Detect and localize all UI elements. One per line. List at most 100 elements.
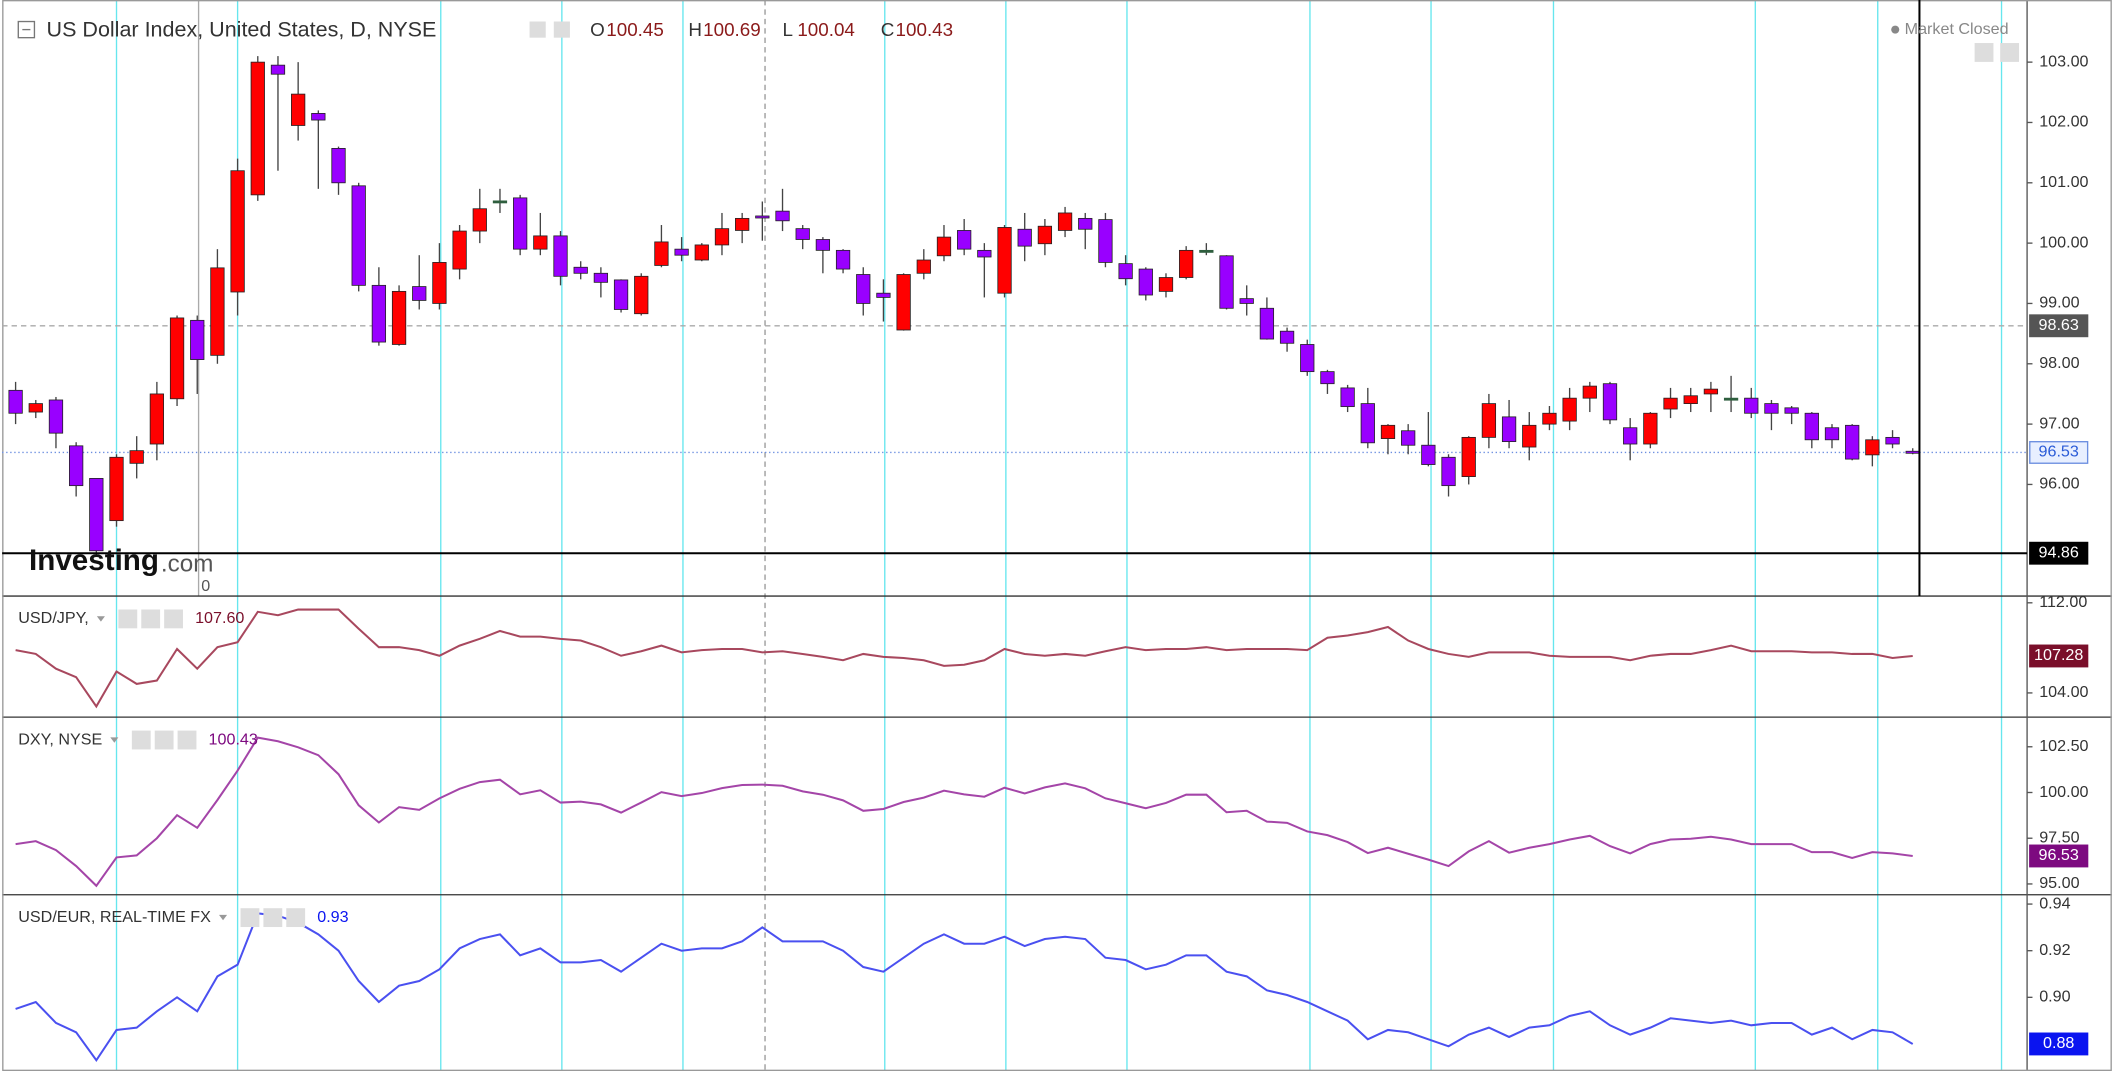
last-value-tag-bg [2029,644,2089,668]
line-series [15,608,1913,709]
legend-value: 0.93 [317,908,348,926]
candle-body [452,230,467,270]
last-price-tag: 96.53 [2039,443,2079,461]
last-value-tag: 107.28 [2034,646,2083,664]
y-tick-label: 100.00 [2039,783,2088,801]
nav-icon [1974,43,1994,62]
legend-dropdown [96,616,105,622]
candle-body [1542,412,1557,425]
legend-dropdown [219,914,228,921]
candle-body [190,319,205,360]
candle-body [936,236,952,257]
candle-body [1179,249,1194,278]
candle-body [835,249,851,270]
candle-body [1582,385,1597,399]
legend-icon [286,908,306,928]
candle-body [613,279,629,310]
candle-body [977,249,992,258]
candle-body [513,197,528,250]
last-price-tag-bg [2029,441,2089,464]
legend-title: USD/JPY, [18,609,89,627]
legend-icon [177,730,197,750]
legend-title: USD/EUR, REAL-TIME FX [18,908,211,926]
candle-body [1764,403,1779,414]
candle-body [371,284,387,343]
candle-body [1118,263,1133,280]
candle-body [230,170,245,293]
legend-icon [164,609,183,629]
ohlc-value: 100.45 [606,19,664,40]
legend-title: DXY, NYSE [18,730,102,748]
candle-body [1703,388,1719,395]
candle-body [533,235,548,250]
candle-body [1804,412,1819,441]
last-value-tag: 0.88 [2043,1034,2074,1052]
candle-body [1845,424,1860,460]
candle-body [755,215,770,219]
ohlc-value: 100.69 [703,19,761,40]
candle-body [1885,436,1900,445]
y-tick-label: 100.00 [2039,233,2088,251]
level-tag: 98.63 [2039,316,2079,334]
legend-icon [131,730,151,750]
candle-body [169,317,185,400]
candle-body [1239,298,1254,304]
ohlc-key: C [881,19,895,40]
candle-body [1683,395,1698,405]
logo-suffix: .com [161,550,213,577]
nav-icon [2000,43,2020,62]
candle-body [916,259,931,274]
candle-body [634,275,649,315]
legend-icon [240,908,260,928]
candle-body [1401,430,1416,446]
candle-body [472,208,487,232]
status-dot [1891,25,1900,34]
candle-body [1138,268,1153,296]
candle-body [8,389,23,414]
candle-body [250,61,265,196]
candle-body [1522,424,1537,448]
legend-icon [118,609,138,629]
settings-icon [553,21,570,38]
candle-body [1562,397,1577,422]
line-series [15,912,1914,1063]
candle-body [69,445,84,487]
logo: Investing [29,544,159,577]
candle-body [714,228,730,246]
last-value-tag: 96.53 [2039,846,2079,864]
ohlc-value: 100.04 [797,19,855,40]
candle-body [1501,416,1517,443]
candle-body [109,456,124,522]
candle-body [1320,371,1335,385]
candle-body [815,239,831,251]
y-tick-label: 99.00 [2039,294,2079,312]
y-tick-label: 104.00 [2039,683,2088,701]
y-tick-label: 96.00 [2039,475,2079,493]
candle-body [1360,403,1375,444]
legend-value: 100.43 [209,730,258,748]
legend-icon [263,908,283,928]
candle-body [1441,456,1456,487]
candle-body [775,210,790,222]
candle-body [432,262,447,304]
y-tick-label: 0.94 [2039,894,2070,912]
line-series [15,736,1913,888]
candle-body [1300,344,1315,373]
candle-body [1279,330,1295,344]
candle-body [1340,387,1355,408]
candle-body [48,399,64,434]
candle-body [1380,424,1396,439]
ohlc-key: L [783,19,793,40]
candle-body [997,227,1012,294]
candle-body [795,228,810,240]
candle-body [1784,407,1799,414]
level-tag-bg [2029,314,2089,338]
candle-body [735,217,750,231]
time-label: 0 [201,577,210,595]
y-tick-label: 101.00 [2039,173,2088,191]
candle-body [89,478,104,552]
settings-icon [529,21,546,38]
y-tick-label: 0.92 [2039,941,2070,959]
